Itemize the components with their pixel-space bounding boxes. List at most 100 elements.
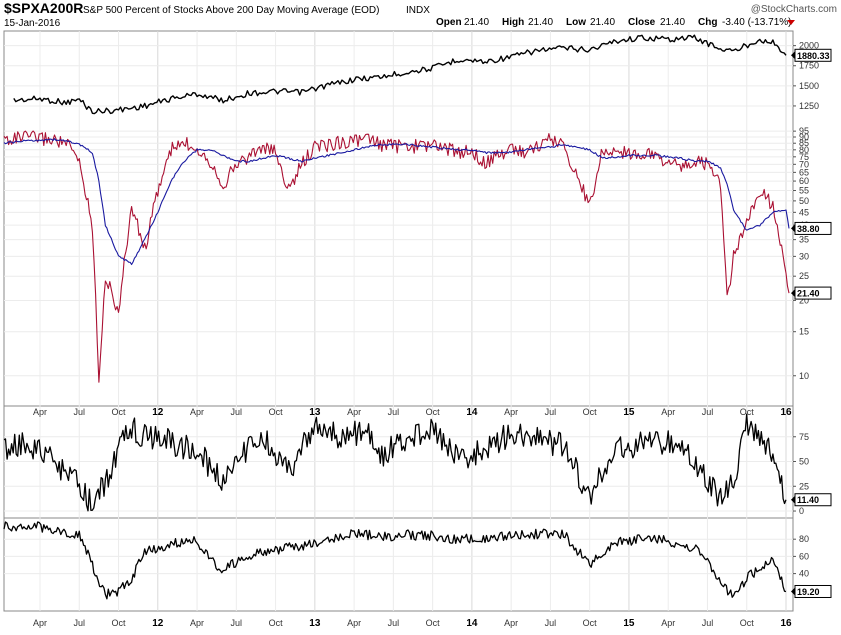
chart-exchange: INDX bbox=[406, 5, 430, 16]
x-tick-label-main: Jul bbox=[231, 407, 243, 417]
x-tick-label-bottom: Jul bbox=[388, 618, 400, 628]
x-tick-label-main: 15 bbox=[623, 407, 635, 418]
quote-value-open: 21.40 bbox=[464, 17, 489, 28]
x-tick-label-main: Oct bbox=[740, 407, 755, 417]
x-tick-label-bottom: Apr bbox=[190, 618, 204, 628]
breadth-y-tick-label: 30 bbox=[799, 251, 809, 261]
x-tick-label-main: Apr bbox=[661, 407, 675, 417]
x-tick-label-bottom: Jul bbox=[702, 618, 714, 628]
x-tick-label-bottom: Oct bbox=[112, 618, 127, 628]
chg-down-marker bbox=[787, 20, 795, 25]
x-tick-label-main: 12 bbox=[152, 407, 164, 418]
quote-label-chg: Chg bbox=[698, 17, 717, 28]
panel-frame-2 bbox=[3, 517, 794, 612]
indicator1-y-tick-label: 25 bbox=[799, 481, 809, 491]
x-tick-label-main: 13 bbox=[309, 407, 321, 418]
indicator2-y-tick-label: 60 bbox=[799, 551, 809, 561]
price-last-label-pointer bbox=[791, 51, 795, 60]
indicator2-y-tick-label: 40 bbox=[799, 569, 809, 579]
stockcharts-logo: @StockCharts.com bbox=[751, 4, 837, 15]
quote-label-low: Low bbox=[566, 17, 586, 28]
price-series-line bbox=[13, 34, 787, 115]
price-y-tick-label: 2000 bbox=[799, 41, 819, 51]
x-tick-label-main: Apr bbox=[190, 407, 204, 417]
breadth-y-tick-label: 20 bbox=[799, 295, 809, 305]
x-tick-label-main: Apr bbox=[33, 407, 47, 417]
indicator1-y-tick-label: 75 bbox=[799, 432, 809, 442]
x-tick-label-bottom: Apr bbox=[504, 618, 518, 628]
breadth-y-tick-label: 80 bbox=[799, 145, 809, 155]
x-tick-label-main: Jul bbox=[388, 407, 400, 417]
x-tick-label-bottom: Jul bbox=[545, 618, 557, 628]
price-last-label: 1880.33 bbox=[797, 51, 830, 61]
breadth-y-tick-label: 85 bbox=[799, 138, 809, 148]
x-tick-label-bottom: 15 bbox=[623, 618, 635, 629]
quote-label-close: Close bbox=[628, 17, 656, 28]
indicator1-y-tick-label: 50 bbox=[799, 457, 809, 467]
indicator2-line bbox=[3, 521, 787, 600]
ma-last-label: 38.80 bbox=[797, 224, 820, 234]
x-tick-label-main: 16 bbox=[780, 407, 792, 418]
chart-symbol: $SPXA200R bbox=[4, 0, 83, 16]
x-tick-label-bottom: Oct bbox=[583, 618, 598, 628]
x-tick-label-bottom: 13 bbox=[309, 618, 321, 629]
x-tick-label-bottom: Apr bbox=[661, 618, 675, 628]
breadth-y-tick-label: 10 bbox=[799, 371, 809, 381]
pct-last-label-pointer bbox=[791, 289, 795, 298]
quote-value-close: 21.40 bbox=[660, 17, 685, 28]
chart-description: S&P 500 Percent of Stocks Above 200 Day … bbox=[83, 5, 379, 16]
x-tick-label-main: Apr bbox=[347, 407, 361, 417]
indicator1-y-tick-label: 0 bbox=[799, 506, 804, 516]
x-tick-label-main: Oct bbox=[112, 407, 127, 417]
breadth-y-tick-label: 75 bbox=[799, 152, 809, 162]
x-tick-label-main: Jul bbox=[74, 407, 86, 417]
breadth-y-tick-label: 15 bbox=[799, 327, 809, 337]
breadth-y-tick-label: 90 bbox=[799, 132, 809, 142]
x-tick-label-main: 14 bbox=[466, 407, 478, 418]
x-tick-label-main: Jul bbox=[702, 407, 714, 417]
breadth-y-tick-label: 95 bbox=[799, 126, 809, 136]
indicator1-line bbox=[3, 413, 787, 512]
x-tick-label-bottom: Oct bbox=[426, 618, 441, 628]
breadth-y-tick-label: 35 bbox=[799, 235, 809, 245]
price-y-tick-label: 1250 bbox=[799, 101, 819, 111]
quote-value-high: 21.40 bbox=[528, 17, 553, 28]
x-tick-label-main: Oct bbox=[426, 407, 441, 417]
x-tick-label-bottom: Jul bbox=[74, 618, 86, 628]
breadth-y-tick-label: 45 bbox=[799, 207, 809, 217]
x-tick-label-bottom: Oct bbox=[269, 618, 284, 628]
ma-last-label-pointer bbox=[791, 224, 795, 233]
chart-date: 15-Jan-2016 bbox=[4, 18, 61, 29]
quote-bar: Open 21.40 High 21.40 Low 21.40 Close 21.40 Chg -… bbox=[436, 17, 791, 28]
x-tick-label-bottom: 16 bbox=[780, 618, 792, 629]
quote-value-low: 21.40 bbox=[590, 17, 615, 28]
pct-last-label: 21.40 bbox=[797, 289, 820, 299]
x-tick-label-bottom: Jul bbox=[231, 618, 243, 628]
breadth-y-tick-label: 55 bbox=[799, 186, 809, 196]
indicator1-last-label: 11.40 bbox=[797, 495, 819, 505]
indicator2-last-label-pointer bbox=[791, 587, 795, 596]
indicator2-last-label: 19.20 bbox=[797, 587, 820, 597]
price-y-tick-label: 1750 bbox=[799, 61, 819, 71]
x-tick-label-bottom: Apr bbox=[347, 618, 361, 628]
x-tick-label-main: Jul bbox=[545, 407, 557, 417]
breadth-y-tick-label: 65 bbox=[799, 167, 809, 177]
x-tick-label-bottom: 12 bbox=[152, 618, 164, 629]
quote-label-open: Open bbox=[436, 17, 462, 28]
breadth-y-tick-label: 60 bbox=[799, 176, 809, 186]
quote-value-chg: -3.40 (-13.71%) bbox=[722, 17, 791, 28]
quote-label-high: High bbox=[502, 17, 524, 28]
x-tick-label-main: Apr bbox=[504, 407, 518, 417]
x-tick-label-bottom: Oct bbox=[740, 618, 755, 628]
x-tick-label-main: Oct bbox=[269, 407, 284, 417]
x-tick-label-bottom: Apr bbox=[33, 618, 47, 628]
x-tick-label-bottom: 14 bbox=[466, 618, 478, 629]
panel-frame-0 bbox=[3, 30, 794, 407]
breadth-ma-line bbox=[3, 138, 790, 266]
indicator1-last-label-pointer bbox=[791, 495, 795, 504]
breadth-y-tick-label: 70 bbox=[799, 159, 809, 169]
breadth-y-tick-label: 50 bbox=[799, 196, 809, 206]
indicator2-y-tick-label: 80 bbox=[799, 534, 809, 544]
x-tick-label-main: Oct bbox=[583, 407, 598, 417]
